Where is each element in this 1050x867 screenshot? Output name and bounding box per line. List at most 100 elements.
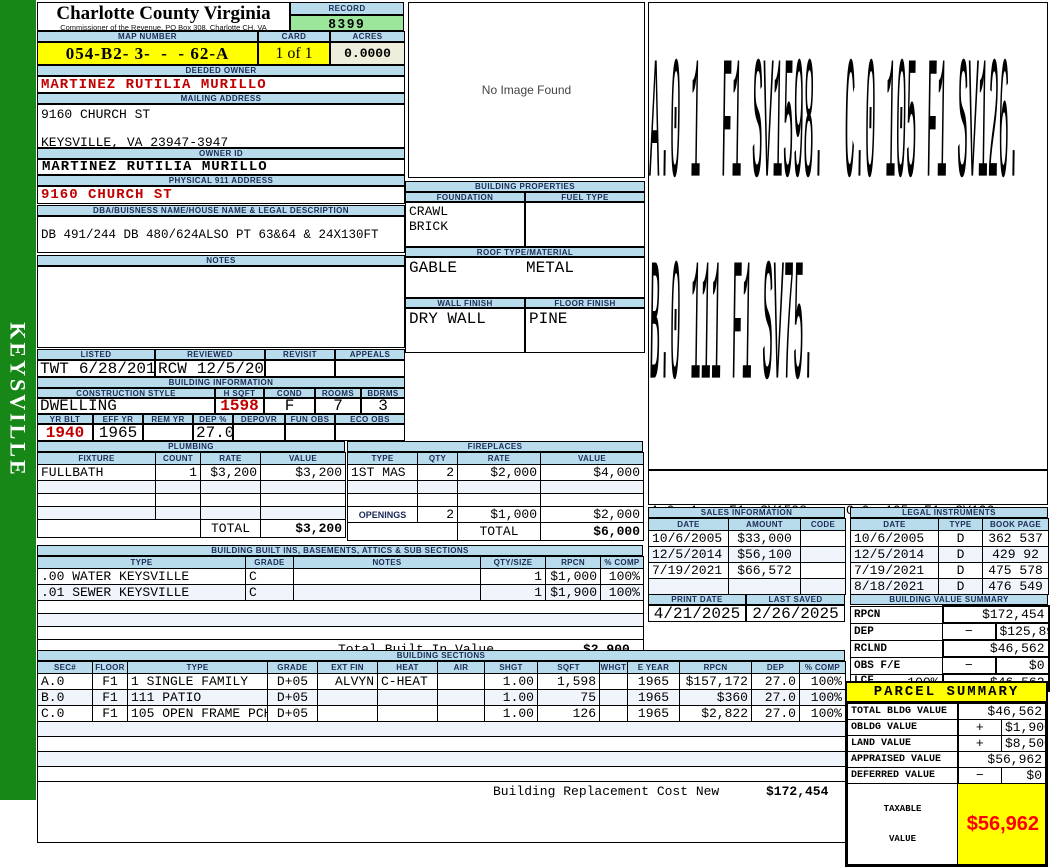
building-properties-header: BUILDING PROPERTIES <box>405 181 645 192</box>
owner-id-header: OWNER ID <box>37 148 405 159</box>
mailing-line-blank <box>41 122 401 135</box>
last-saved-value: 2/26/2025 <box>746 605 845 623</box>
reviewed-header: REVIEWED <box>155 349 265 360</box>
table-header-row: TYPE GRADE NOTES QTY/SIZE RPCN % COMP <box>37 556 644 569</box>
summary-label: OBLDG VALUE <box>847 719 958 736</box>
table-cell: 100% <box>799 689 846 706</box>
table-cell: $2,000 <box>457 464 541 481</box>
map-number-value: 054-B2- 3- - - 62-A <box>37 42 258 65</box>
finish-header-row: WALL FINISH FLOOR FINISH <box>405 298 645 308</box>
print-date-value: 4/21/2025 <box>648 605 746 623</box>
column-header: QTY <box>417 452 458 465</box>
fuel-type-value <box>525 202 645 247</box>
cond-header: COND <box>264 388 315 398</box>
legal-description-header: DBA/BUISNESS NAME/HOUSE NAME & LEGAL DES… <box>37 205 405 216</box>
column-header: QTY/SIZE <box>480 556 546 569</box>
table-header-row: DATE TYPE BOOK PAGE <box>850 518 1049 531</box>
yrblt-value: 1940 <box>37 424 93 442</box>
property-photo-placeholder: No Image Found <box>408 2 645 178</box>
column-header: SEC# <box>37 661 93 674</box>
listed-date: 6/28/2018 <box>78 359 166 378</box>
table-cell <box>377 689 438 706</box>
table-row: .00 WATER KEYSVILLE C 1 $1,000 100% <box>37 568 644 585</box>
sketch-label-line2: B.0 111 F1 SV75. <box>648 235 816 433</box>
column-header: DATE <box>850 518 939 531</box>
table-cell: 8/18/2021 <box>850 578 939 595</box>
remyr-header: REM YR <box>143 414 193 424</box>
cond-value: F <box>264 397 315 415</box>
summary-operator: + <box>956 735 1002 752</box>
listed-header: LISTED <box>37 349 155 360</box>
physical-address-header: PHYSICAL 911 ADDRESS <box>37 175 405 186</box>
built-ins-header: BUILDING BUILT INS, BASEMENTS, ATTICS & … <box>37 545 643 556</box>
owner-id-value: MARTINEZ RUTILIA MURILLO <box>37 159 405 175</box>
column-header: TYPE <box>938 518 983 531</box>
table-row <box>37 626 644 640</box>
table-row: 10/6/2005 D 362 537 <box>850 530 1049 547</box>
hsqft-value: 1598 <box>215 397 264 415</box>
summary-value: $0 <box>994 656 1050 675</box>
table-cell <box>37 519 201 538</box>
parcel-summary-panel: PARCEL SUMMARY TOTAL BLDG VALUE $46,562 … <box>845 681 1048 867</box>
ecoobs-value <box>335 424 405 441</box>
table-header-row: FIXTURE COUNT RATE VALUE <box>37 452 346 465</box>
map-number-header: MAP NUMBER <box>37 31 258 42</box>
column-header: % COMP <box>799 661 846 674</box>
table-cell: 10/6/2005 <box>648 530 729 547</box>
revisit-header: REVISIT <box>265 349 335 360</box>
roof-type-value: GABLE <box>409 259 458 277</box>
table-cell <box>437 673 485 690</box>
parcel-summary-table: TOTAL BLDG VALUE $46,562 OBLDG VALUE + $… <box>847 703 1046 865</box>
table-cell <box>260 480 346 494</box>
taxable-label-line1: TAXABLE <box>883 804 922 814</box>
table-cell: B.0 <box>37 689 93 706</box>
table-row: 7/19/2021 $66,572 <box>648 562 846 579</box>
table-cell: $3,200 <box>260 464 346 481</box>
floor-finish-header: FLOOR FINISH <box>525 298 645 308</box>
table-row: 8/18/2021 D 476 549 <box>850 578 1049 595</box>
summary-label: OBS F/E <box>850 656 943 675</box>
building-information-header: BUILDING INFORMATION <box>37 377 405 388</box>
construction-value-row: DWELLING 1598 F 7 3 <box>37 397 405 415</box>
visits-header-row: LISTED REVIEWED REVISIT APPEALS <box>37 349 405 360</box>
table-cell <box>800 530 846 547</box>
floor-finish-value: PINE <box>525 308 645 353</box>
roof-header: ROOF TYPE/MATERIAL <box>405 247 645 257</box>
table-cell: 1965 <box>627 705 680 722</box>
reviewed-value: RCW 12/5/2018 <box>155 360 283 378</box>
table-cell: D <box>938 562 983 579</box>
building-value-summary-table: RPCN $172,454 DEP − $125,892 RCLND $46,5… <box>850 605 1050 692</box>
table-cell <box>437 705 485 722</box>
print-value-row: 4/21/2025 2/26/2025 <box>648 605 845 623</box>
table-cell: 1965 <box>627 689 680 706</box>
plumbing-total-label: TOTAL <box>200 519 261 538</box>
summary-operator: − <box>942 656 996 675</box>
dep-value: 27.0 <box>193 424 234 442</box>
table-cell <box>800 546 846 563</box>
foundation-line1: CRAWL <box>409 204 449 219</box>
table-cell <box>457 493 541 507</box>
appeals-value <box>335 360 405 377</box>
replacement-cost-value: $172,454 <box>766 784 829 799</box>
summary-row: LAND VALUE + $8,500 <box>847 735 1046 752</box>
column-header: BOOK PAGE <box>982 518 1049 531</box>
table-cell: 429 92 <box>982 546 1049 563</box>
column-header: TYPE <box>37 556 246 569</box>
legal-instruments-header: LEGAL INSTRUMENTS <box>850 507 1048 518</box>
foundation-header: FOUNDATION <box>405 192 525 202</box>
table-row: FULLBATH 1 $3,200 $3,200 <box>37 464 346 481</box>
table-cell: FULLBATH <box>37 464 156 481</box>
table-cell: ALVYN <box>317 673 378 690</box>
record-header: RECORD <box>290 2 404 15</box>
column-header: COUNT <box>155 452 201 465</box>
wall-finish-header: WALL FINISH <box>405 298 525 308</box>
commissioner-subtitle: Commissioner of the Revenue, PO Box 308,… <box>60 23 267 32</box>
table-row <box>37 480 346 494</box>
taxable-label-line2: VALUE <box>888 834 916 844</box>
table-cell: F1 <box>92 673 128 690</box>
table-row: 1ST MAS 2 $2,000 $4,000 <box>347 464 644 481</box>
summary-row: RPCN $172,454 <box>850 605 1050 624</box>
table-cell <box>457 480 541 494</box>
column-header: VALUE <box>260 452 346 465</box>
table-cell: $4,000 <box>540 464 644 481</box>
